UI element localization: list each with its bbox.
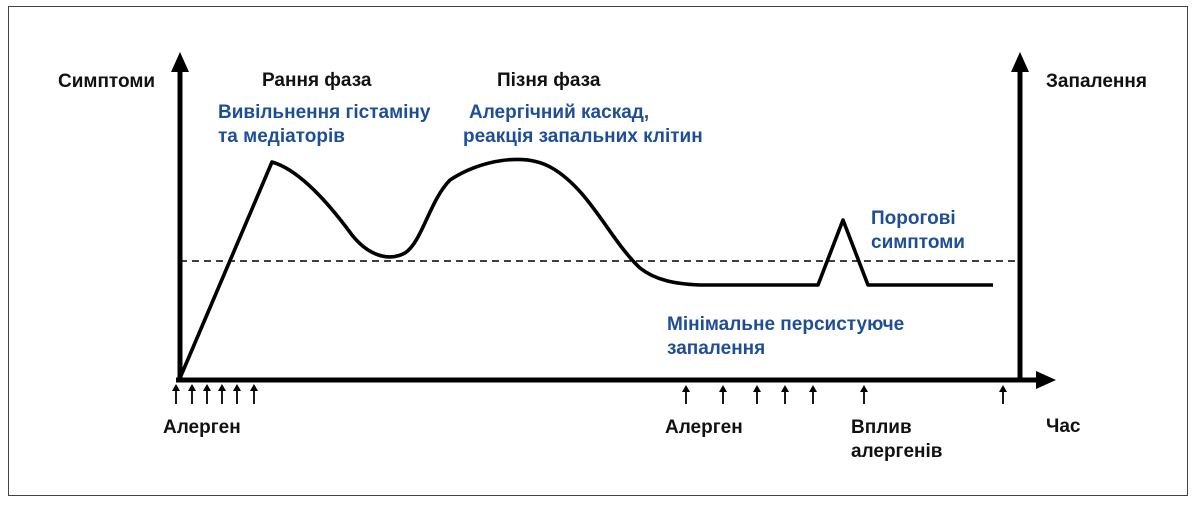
exposure-label-1: Вплив — [851, 417, 912, 438]
allergen-label-2: Алерген — [665, 417, 743, 438]
late-phase-desc-2: реакція запальних клітин — [463, 126, 703, 147]
y-right-label: Запалення — [1046, 71, 1147, 92]
y-left-label: Симптоми — [58, 71, 155, 92]
y-axis-right-arrow — [1011, 52, 1029, 72]
early-phase-title: Рання фаза — [262, 70, 372, 91]
early-phase-desc-2: та медіаторів — [218, 126, 345, 147]
diagram-frame — [8, 6, 1188, 496]
minimal-inflammation-2: запалення — [667, 338, 765, 359]
x-axis-label: Час — [1046, 416, 1081, 437]
threshold-label-1: Порогові — [871, 208, 956, 229]
early-phase-desc-1: Вивільнення гістаміну — [218, 102, 431, 123]
x-axis-arrow — [1036, 371, 1056, 389]
allergen-label-1: Алерген — [163, 417, 241, 438]
late-phase-desc-1: Алергічний каскад, — [469, 102, 649, 123]
minimal-inflammation-1: Мінімальне персистуюче — [667, 314, 904, 335]
allergen-arrows-late — [682, 385, 1007, 404]
threshold-label-2: симптоми — [871, 232, 965, 253]
response-curve — [178, 157, 993, 379]
allergen-arrows-early — [172, 384, 258, 404]
exposure-label-2: алергенів — [851, 441, 942, 462]
late-phase-title: Пізня фаза — [497, 70, 601, 91]
y-axis-left-arrow — [171, 52, 189, 72]
